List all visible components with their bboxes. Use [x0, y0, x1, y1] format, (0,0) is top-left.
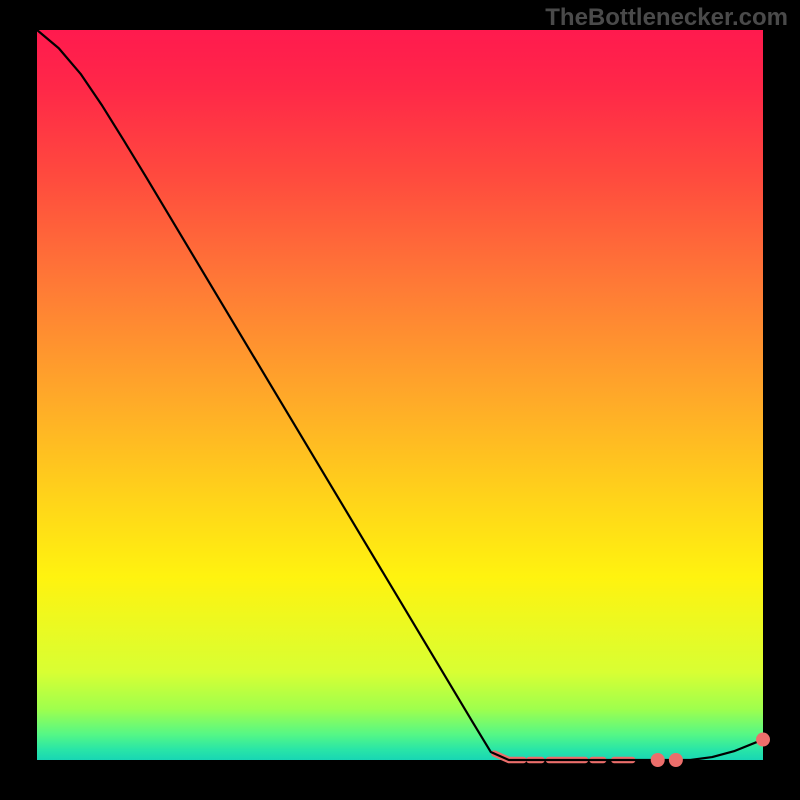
tail-dot — [756, 733, 770, 747]
gradient-background — [37, 30, 763, 760]
watermark: TheBottlenecker.com — [545, 4, 788, 32]
chart-canvas: TheBottlenecker.com — [0, 0, 800, 800]
tail-dot — [651, 753, 665, 767]
plot-svg — [0, 0, 800, 800]
tail-dot — [669, 753, 683, 767]
